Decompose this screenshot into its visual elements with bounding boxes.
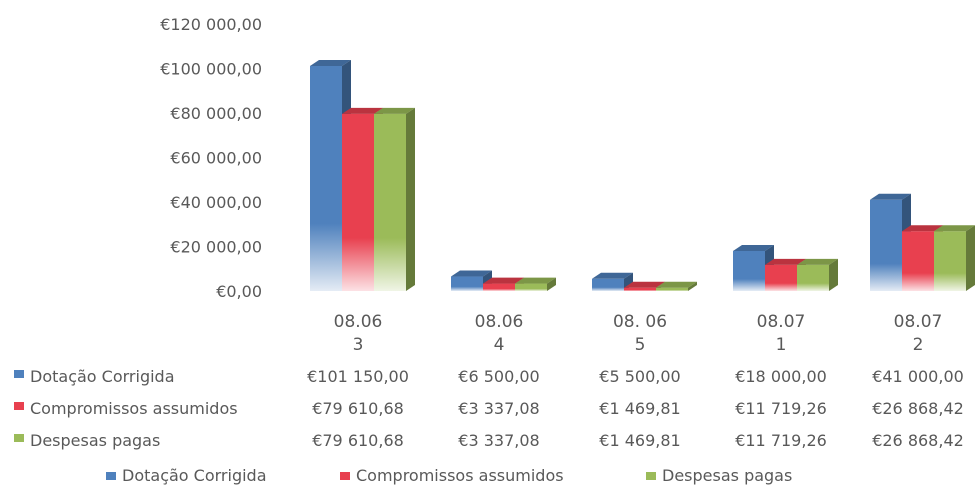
legend-item: Despesas pagas — [646, 466, 792, 485]
x-tick-label: 1 — [776, 335, 787, 355]
x-axis: 08.06 3 08.06 4 08. 06 5 08.07 1 08.07 2 — [334, 312, 943, 355]
y-tick-label: €20 000,00 — [170, 238, 262, 257]
bar — [934, 225, 975, 291]
bar — [515, 277, 556, 291]
x-tick-label: 08. 06 — [613, 312, 667, 332]
series-key-swatch — [14, 370, 24, 378]
legend-item: Dotação Corrigida — [106, 466, 267, 485]
data-value-label: €11 719,26 — [735, 431, 827, 450]
data-value-label: €3 337,08 — [458, 431, 539, 450]
y-axis: €0,00 €20 000,00 €40 000,00 €60 000,00 €80 0… — [160, 15, 262, 301]
legend-label: Despesas pagas — [662, 466, 792, 485]
data-value-label: €3 337,08 — [458, 399, 539, 418]
series-row-label: Dotação Corrigida — [30, 367, 175, 386]
y-tick-label: €100 000,00 — [160, 60, 262, 79]
legend-item: Compromissos assumidos — [340, 466, 564, 485]
data-value-label: €101 150,00 — [307, 367, 409, 386]
y-tick-label: €80 000,00 — [170, 104, 262, 123]
bar — [797, 258, 838, 291]
series-key-swatch — [14, 402, 24, 410]
bar — [374, 107, 415, 291]
legend-swatch — [646, 472, 656, 480]
y-tick-label: €0,00 — [216, 282, 262, 301]
data-value-label: €79 610,68 — [312, 399, 404, 418]
data-value-label: €26 868,42 — [872, 399, 964, 418]
x-tick-label: 08.06 — [334, 312, 383, 332]
bars — [310, 59, 975, 291]
data-value-label: €11 719,26 — [735, 399, 827, 418]
legend-label: Dotação Corrigida — [122, 466, 267, 485]
legend-swatch — [340, 472, 350, 480]
data-value-label: €79 610,68 — [312, 431, 404, 450]
x-tick-label: 3 — [353, 335, 364, 355]
x-tick-label: 4 — [494, 335, 505, 355]
x-tick-label: 08.06 — [475, 312, 524, 332]
data-value-label: €5 500,00 — [599, 367, 680, 386]
bar — [656, 281, 697, 291]
data-value-label: €41 000,00 — [872, 367, 964, 386]
x-tick-label: 08.07 — [757, 312, 806, 332]
legend-label: Compromissos assumidos — [356, 466, 564, 485]
x-tick-label: 08.07 — [894, 312, 943, 332]
series-key-swatch — [14, 434, 24, 442]
y-tick-label: €120 000,00 — [160, 15, 262, 34]
legend-swatch — [106, 472, 116, 480]
legend: Dotação Corrigida Compromissos assumidos D… — [106, 466, 792, 485]
series-row-label: Compromissos assumidos — [30, 399, 238, 418]
x-tick-label: 5 — [635, 335, 646, 355]
x-tick-label: 2 — [913, 335, 924, 355]
data-table: Dotação Corrigida €101 150,00 €6 500,00 €5 … — [14, 367, 964, 450]
data-value-label: €26 868,42 — [872, 431, 964, 450]
y-tick-label: €40 000,00 — [170, 193, 262, 212]
data-value-label: €18 000,00 — [735, 367, 827, 386]
y-tick-label: €60 000,00 — [170, 149, 262, 168]
data-value-label: €1 469,81 — [599, 399, 680, 418]
data-value-label: €1 469,81 — [599, 431, 680, 450]
series-row-label: Despesas pagas — [30, 431, 160, 450]
data-value-label: €6 500,00 — [458, 367, 539, 386]
bar — [451, 270, 492, 291]
